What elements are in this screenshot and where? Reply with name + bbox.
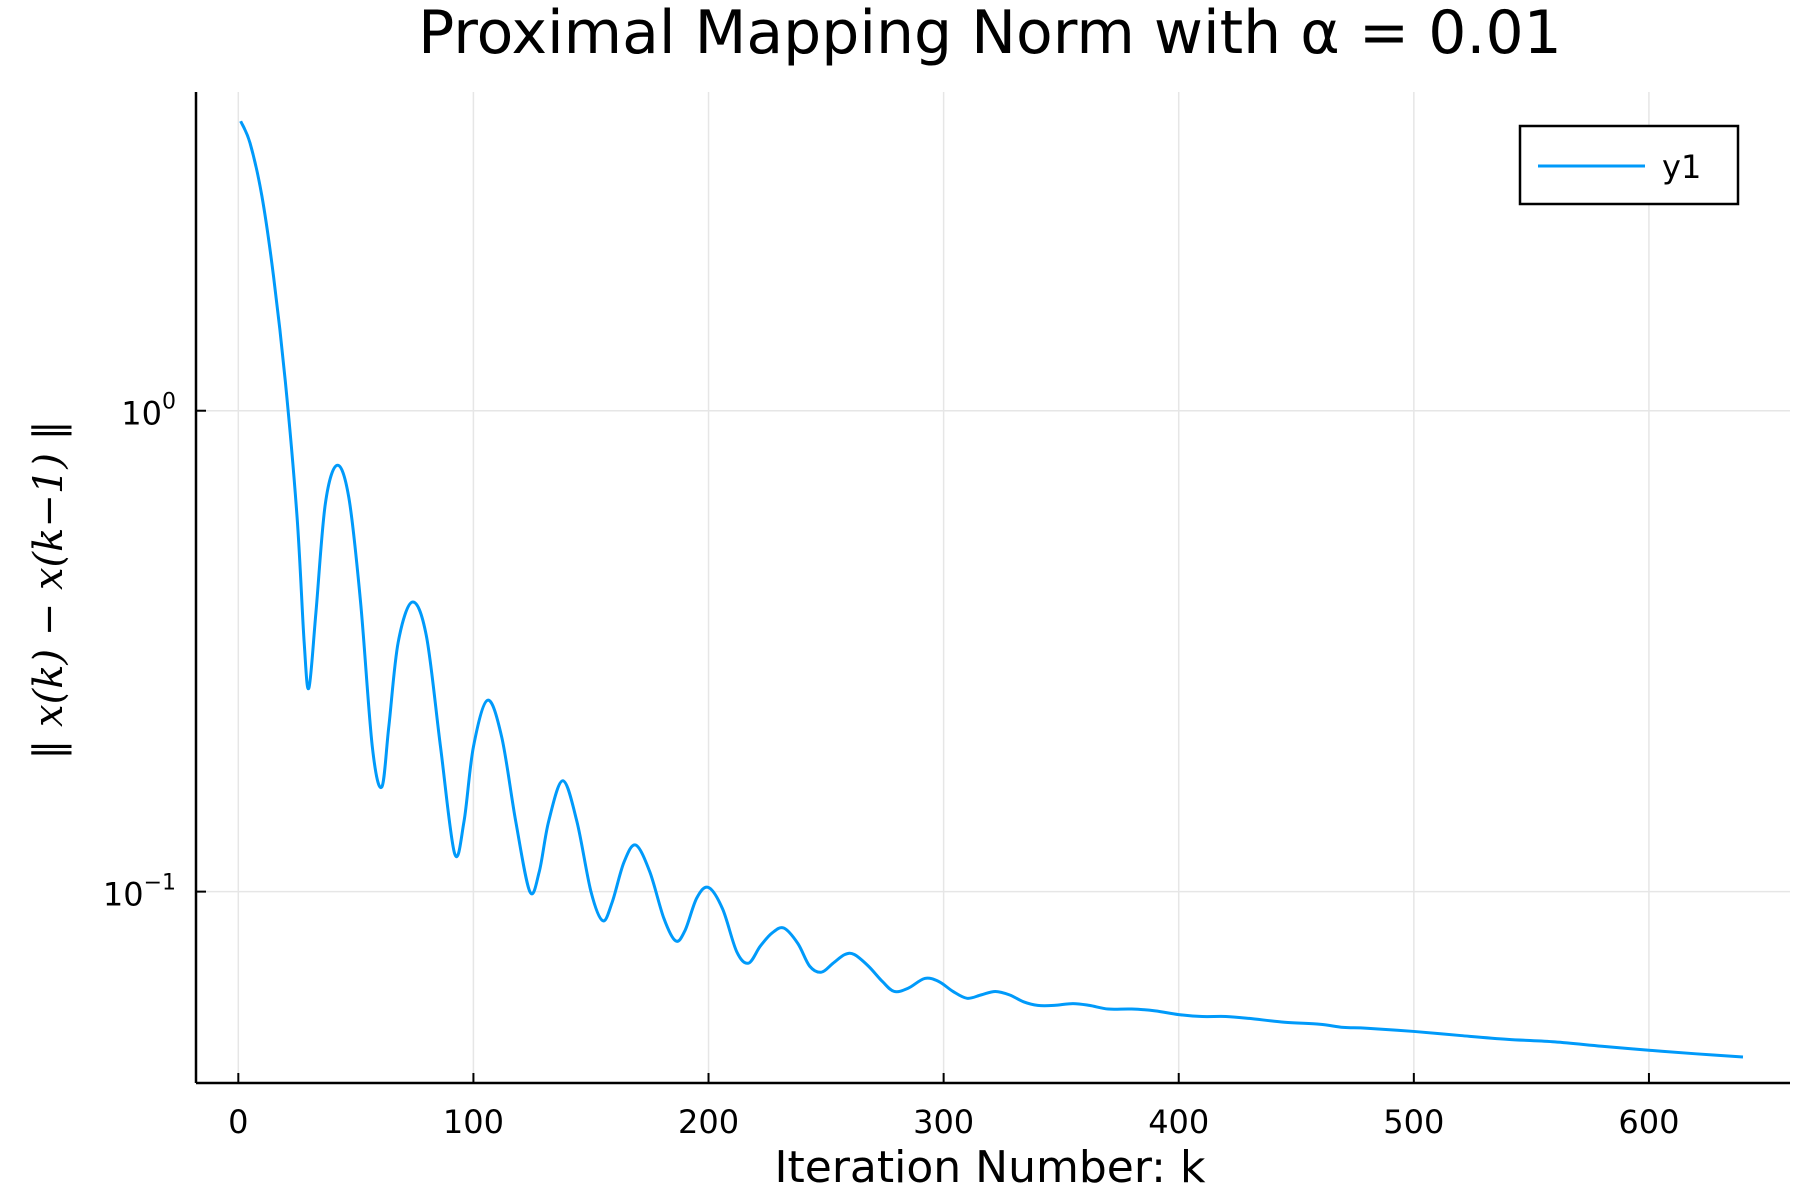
x-axis-label: Iteration Number: k — [775, 1142, 1206, 1193]
grid-layer — [196, 92, 1790, 1083]
y-tick-label: 100 — [121, 390, 176, 433]
x-tick-label: 300 — [913, 1103, 974, 1141]
legend-entry-y1: y1 — [1662, 148, 1701, 186]
x-tick-label: 500 — [1383, 1103, 1444, 1141]
axis-layer: 0 100 200 300 400 500 600 100 10−1 — [103, 92, 1790, 1141]
y-tick-label: 10−1 — [103, 871, 176, 914]
x-tick-label: 600 — [1618, 1103, 1679, 1141]
series-line-y1 — [239, 120, 1744, 1059]
x-tick-label: 100 — [443, 1103, 504, 1141]
x-tick-label: 200 — [678, 1103, 739, 1141]
x-tick-label: 0 — [228, 1103, 248, 1141]
series-layer — [239, 120, 1744, 1059]
x-tick-label: 400 — [1148, 1103, 1209, 1141]
chart-title: Proximal Mapping Norm with α = 0.01 — [418, 0, 1562, 68]
legend: y1 — [1518, 124, 1740, 206]
y-axis-label: ‖ x(k) − x(k−1) ‖ — [26, 420, 72, 759]
